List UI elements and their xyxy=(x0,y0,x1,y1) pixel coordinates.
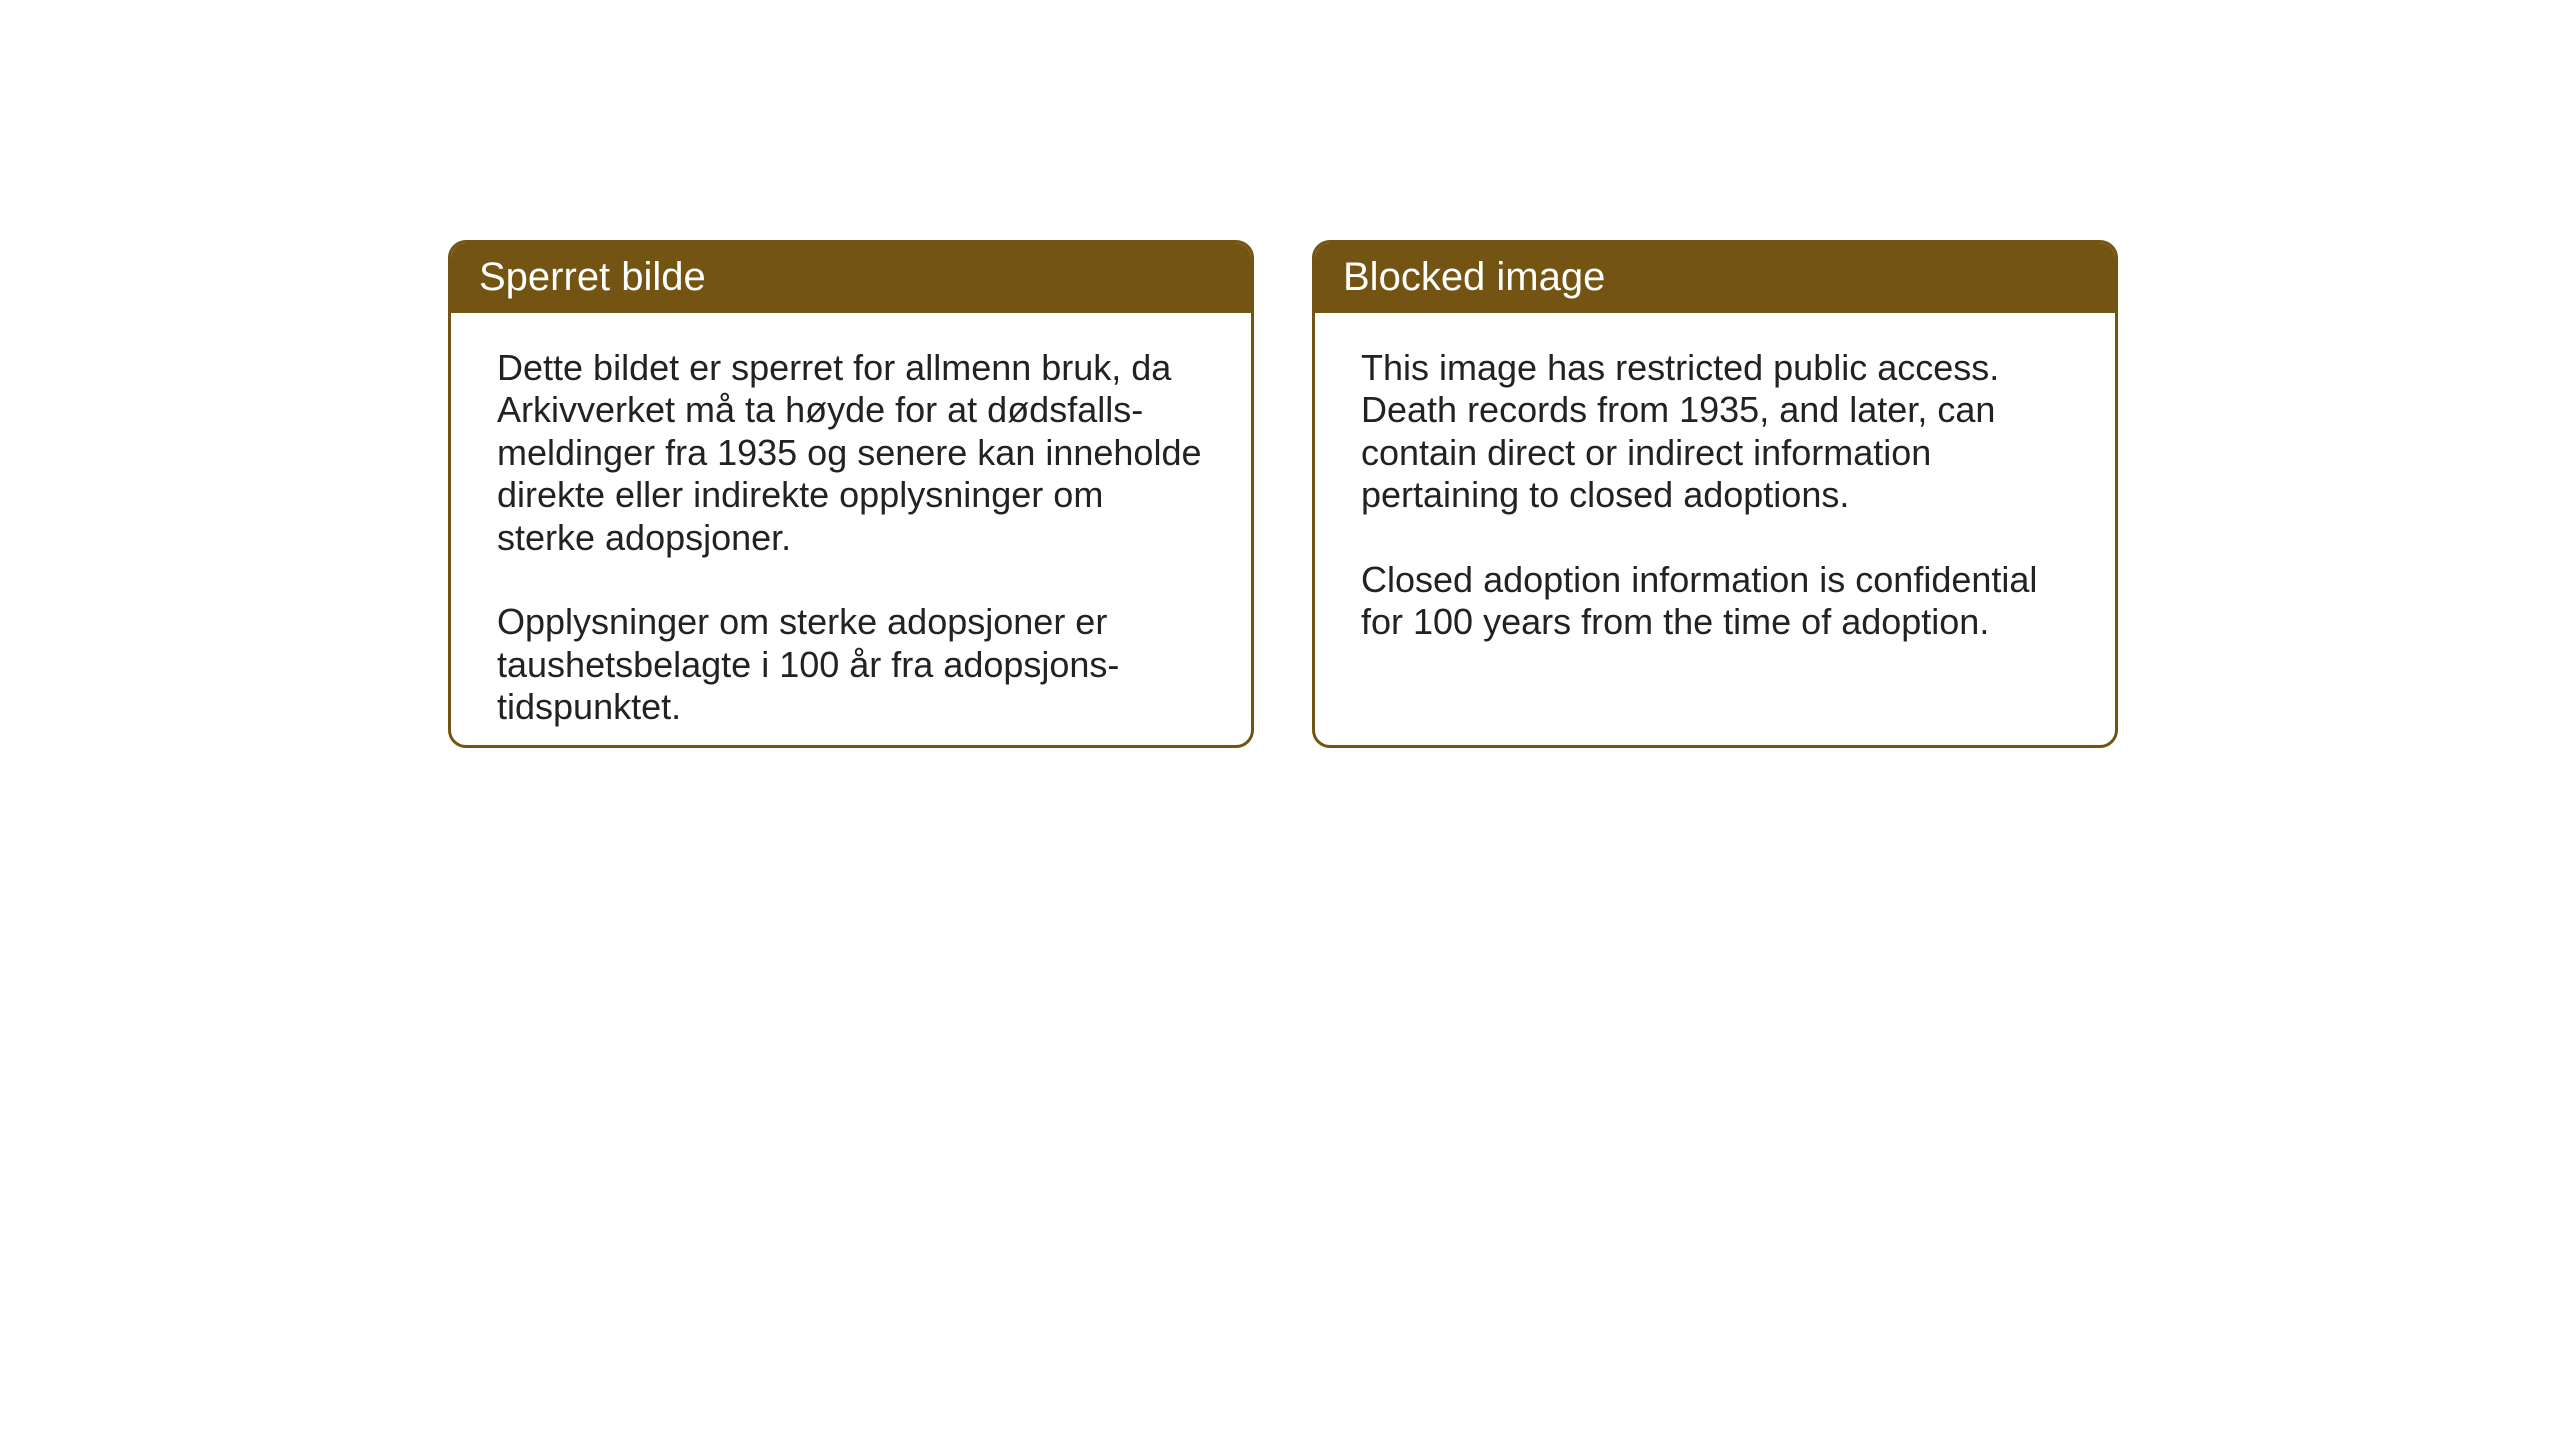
notice-card-norwegian: Sperret bilde Dette bildet er sperret fo… xyxy=(448,240,1254,748)
notice-card-english: Blocked image This image has restricted … xyxy=(1312,240,2118,748)
card-paragraph-norwegian-2: Opplysninger om sterke adopsjoner er tau… xyxy=(497,601,1205,728)
card-header-norwegian: Sperret bilde xyxy=(451,243,1251,313)
card-paragraph-english-1: This image has restricted public access.… xyxy=(1361,347,2069,517)
notice-container: Sperret bilde Dette bildet er sperret fo… xyxy=(448,240,2118,748)
card-title-english: Blocked image xyxy=(1343,255,1605,299)
card-paragraph-english-2: Closed adoption information is confident… xyxy=(1361,559,2069,644)
card-title-norwegian: Sperret bilde xyxy=(479,255,706,299)
card-paragraph-norwegian-1: Dette bildet er sperret for allmenn bruk… xyxy=(497,347,1205,559)
card-body-english: This image has restricted public access.… xyxy=(1315,313,2115,674)
card-header-english: Blocked image xyxy=(1315,243,2115,313)
card-body-norwegian: Dette bildet er sperret for allmenn bruk… xyxy=(451,313,1251,748)
